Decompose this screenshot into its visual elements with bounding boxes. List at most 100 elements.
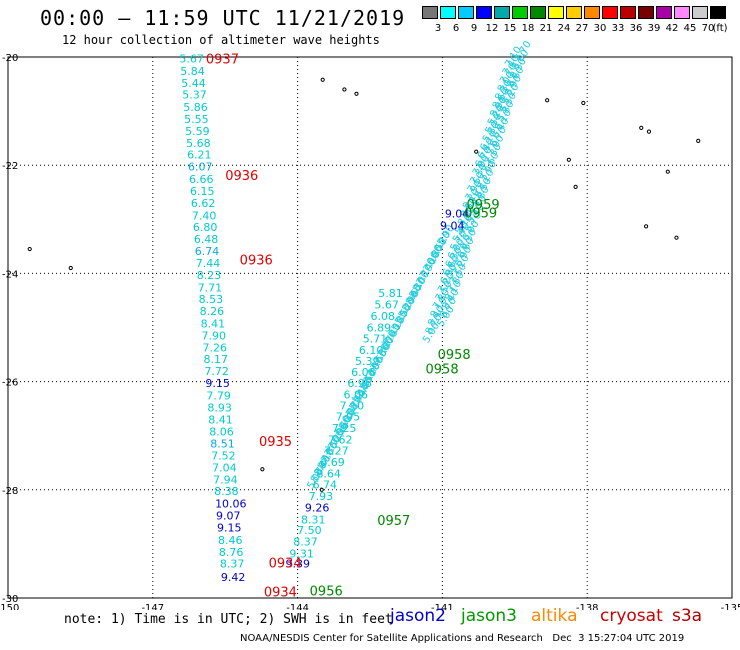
track-a-swh-label: 8.26 <box>200 305 225 318</box>
scale-swatch <box>620 6 636 19</box>
altimeter-map: -150 -147 -144 -141 -138 -135 -20 -22 -24 -26 -28 -… <box>0 39 740 610</box>
island-outline <box>319 487 324 492</box>
track-a-swh-label: 6.74 <box>195 245 220 258</box>
track-a-swh-label: 7.79 <box>206 389 231 402</box>
scale-label: (ft) <box>712 23 728 34</box>
scale-label: 24 <box>557 23 571 34</box>
track-a-swh-label: 7.52 <box>211 450 236 463</box>
scale-label: 6 <box>452 23 460 34</box>
track-b-swh-label: 7.62 <box>328 433 353 446</box>
lat-tick-label: -20 <box>2 53 18 64</box>
track-a-swh-label: 9.07 <box>216 510 241 523</box>
scale-label: 39 <box>647 23 661 34</box>
track-c-swh-label: 9.04 <box>440 220 465 233</box>
scale-swatch <box>458 6 474 19</box>
lat-tick-label: -30 <box>2 594 18 605</box>
lon-tick-label: -144 <box>286 603 309 610</box>
island-outline <box>646 129 652 134</box>
dense-track-3: 7.70 <box>513 39 534 64</box>
track-a-swh-label: 7.26 <box>203 341 228 354</box>
scale-swatch <box>422 6 438 19</box>
scale-label: 70 <box>701 23 715 34</box>
track-a-swh-label: 7.71 <box>198 281 223 294</box>
page-subtitle: 12 hour collection of altimeter wave hei… <box>62 33 380 47</box>
track-a-swh-label: 5.86 <box>183 101 208 114</box>
track-b-swh-label: 6.74 <box>313 479 338 492</box>
time-label: 0958 <box>438 348 471 363</box>
note-text: note: 1) Time is in UTC; 2) SWH is in fe… <box>64 612 393 627</box>
island-outline <box>545 98 550 103</box>
track-a-swh-label: 7.94 <box>213 473 238 486</box>
track-a-swh-label: 8.41 <box>208 413 233 426</box>
track-a-swh-label: 8.51 <box>210 438 235 451</box>
lon-tick-label: -147 <box>141 603 164 610</box>
island-outline <box>68 265 73 271</box>
track-b-swh-label: 5.67 <box>374 299 399 312</box>
scale-swatch <box>656 6 672 19</box>
track-a-swh-label: 8.93 <box>207 401 232 414</box>
track-b-swh-label: 7.10 <box>340 400 365 413</box>
track-b-swh-label: 5.39 <box>355 355 380 368</box>
island-outline <box>639 125 644 130</box>
track-a-swh-label: 8.76 <box>219 546 244 559</box>
legend-jason2: jason2 <box>390 606 446 626</box>
island-outline <box>643 224 649 229</box>
track-a-swh-label: 8.41 <box>201 318 226 331</box>
scale-label: 9 <box>470 23 478 34</box>
scale-swatch <box>548 6 564 19</box>
scale-swatch <box>512 6 528 19</box>
track-a-swh-label: 6.48 <box>194 233 219 246</box>
track-b-swh-label: 6.96 <box>347 377 372 390</box>
track-a-swh-label: 7.44 <box>196 257 221 270</box>
island-outline <box>474 149 479 154</box>
track-b-swh-label: 6.89 <box>367 321 392 334</box>
scale-swatch <box>710 6 726 19</box>
track-b-swh-label: 7.25 <box>332 422 357 435</box>
island-outline <box>665 169 670 174</box>
track-a-swh-label: 7.72 <box>204 365 229 378</box>
time-label: 0936 <box>240 254 273 269</box>
track-a-swh-label: 5.67 <box>179 52 204 65</box>
track-a-swh-label: 7.40 <box>192 209 217 222</box>
track-a-swh-label: 9.15 <box>217 521 242 534</box>
track-a-swh-label: 7.04 <box>212 461 237 474</box>
scale-swatch <box>440 6 456 19</box>
track-b-swh-label: 6.08 <box>370 310 395 323</box>
scale-swatch <box>584 6 600 19</box>
island-outline <box>320 77 325 82</box>
track-b-swh-label: 9.26 <box>305 501 330 514</box>
scale-label: 45 <box>683 23 697 34</box>
island-outline <box>27 246 32 252</box>
scale-label: 3 <box>434 23 442 34</box>
scale-label: 18 <box>521 23 535 34</box>
track-b-swh-label: 8.37 <box>293 536 318 549</box>
time-label: 0935 <box>259 435 292 450</box>
time-label: 0959 <box>464 207 497 222</box>
legend-cryosat: cryosat <box>600 606 663 626</box>
island-outline <box>260 467 265 472</box>
track-b-swh-label: 5.81 <box>378 287 403 300</box>
time-label: 0936 <box>225 169 258 184</box>
scale-label: 21 <box>539 23 553 34</box>
track-a-swh-label: 5.84 <box>180 65 205 78</box>
scale-label: 27 <box>575 23 589 34</box>
time-label: 0957 <box>377 514 410 529</box>
track-b-swh-label: 6.69 <box>320 456 345 469</box>
track-a-swh-label: 9.15 <box>205 377 230 390</box>
island-outline <box>581 100 586 106</box>
scale-swatch <box>674 6 690 19</box>
track-a-swh-label: 8.23 <box>197 269 222 282</box>
track-a-swh-label: 6.62 <box>191 197 216 210</box>
track-a-swh-label: 5.44 <box>181 77 206 90</box>
legend-jason3: jason3 <box>461 606 517 626</box>
legend-s3a: s3a <box>672 606 703 626</box>
lon-tick-label: -135 <box>721 603 740 610</box>
track-a-swh-label: 8.53 <box>199 293 224 306</box>
track-a-swh-label: 8.06 <box>209 426 234 439</box>
page-title: 00:00 – 11:59 UTC 11/21/2019 <box>40 6 406 30</box>
track-a-swh-label: 5.59 <box>185 125 210 138</box>
track-a-swh-label: 5.68 <box>186 137 211 150</box>
track-b-swh-label: 7.50 <box>297 524 322 537</box>
island-outline <box>342 87 347 92</box>
lat-tick-label: -28 <box>2 486 18 497</box>
